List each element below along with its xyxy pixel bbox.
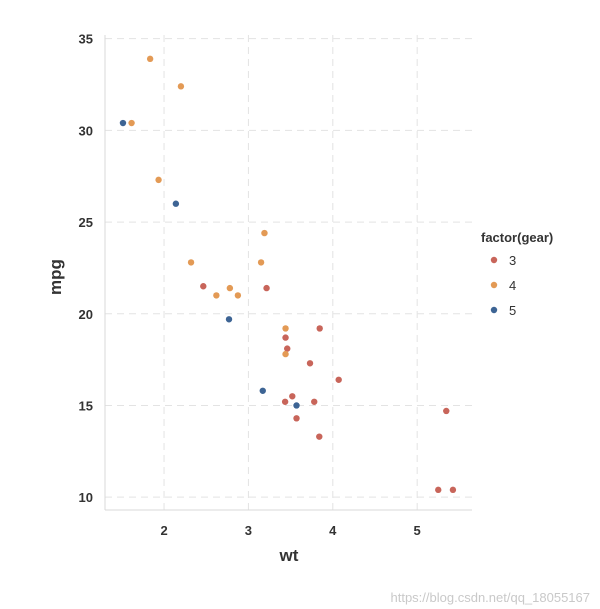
legend-label-gear-3: 3 bbox=[509, 253, 516, 268]
data-point-gear-4 bbox=[261, 229, 268, 237]
data-point-gear-4 bbox=[128, 119, 135, 127]
data-point-gear-5 bbox=[172, 200, 180, 207]
data-point-gear-3 bbox=[435, 486, 442, 494]
data-point-gear-4 bbox=[282, 350, 289, 358]
watermark: https://blog.csdn.net/qq_18055167 bbox=[390, 590, 591, 605]
data-point-gear-5 bbox=[259, 387, 266, 394]
data-point-gear-3 bbox=[289, 393, 296, 400]
x-tick-label: 2 bbox=[160, 523, 167, 538]
data-point-gear-5 bbox=[293, 402, 300, 409]
x-axis-title: wt bbox=[279, 546, 299, 565]
data-point-gear-4 bbox=[226, 284, 234, 292]
data-point-gear-4 bbox=[213, 292, 220, 299]
y-tick-label: 25 bbox=[79, 215, 93, 230]
legend-label-gear-5: 5 bbox=[509, 303, 516, 318]
data-point-gear-3 bbox=[311, 398, 318, 405]
legend-key-gear-3 bbox=[490, 256, 498, 264]
legend: factor(gear) 3 4 5 bbox=[481, 230, 553, 318]
data-point-gear-3 bbox=[316, 325, 323, 332]
data-point-gear-3 bbox=[282, 334, 289, 341]
legend-title: factor(gear) bbox=[481, 230, 553, 245]
data-point-gear-4 bbox=[234, 292, 242, 299]
y-tick-label: 30 bbox=[79, 123, 93, 138]
data-point-gear-3 bbox=[443, 407, 450, 415]
data-point-gear-4 bbox=[282, 325, 289, 332]
x-tick-label: 3 bbox=[245, 523, 252, 538]
y-tick-label: 15 bbox=[79, 398, 93, 413]
data-point-gear-3 bbox=[306, 360, 314, 367]
y-tick-label: 10 bbox=[79, 490, 93, 505]
data-point-gear-4 bbox=[155, 176, 162, 184]
legend-label-gear-4: 4 bbox=[509, 278, 516, 293]
data-point-gear-4 bbox=[187, 259, 195, 266]
data-point-gear-5 bbox=[225, 316, 233, 323]
grid-lines bbox=[105, 35, 472, 510]
data-points bbox=[119, 55, 457, 494]
data-point-gear-3 bbox=[284, 345, 291, 352]
y-tick-label: 35 bbox=[79, 32, 93, 47]
data-point-gear-4 bbox=[257, 259, 265, 266]
tick-labels: 2 3 4 5 10 15 20 25 30 35 bbox=[79, 32, 421, 538]
legend-items: 3 4 5 bbox=[490, 253, 516, 318]
y-tick-label: 20 bbox=[79, 307, 93, 322]
x-tick-label: 4 bbox=[329, 523, 337, 538]
data-point-gear-3 bbox=[200, 283, 207, 290]
data-point-gear-3 bbox=[449, 486, 457, 494]
data-point-gear-4 bbox=[146, 55, 154, 63]
data-point-gear-3 bbox=[281, 398, 289, 405]
data-point-gear-3 bbox=[316, 433, 323, 440]
y-axis-title: mpg bbox=[46, 259, 65, 295]
data-point-gear-3 bbox=[293, 415, 300, 422]
legend-key-gear-4 bbox=[490, 281, 498, 289]
data-point-gear-5 bbox=[119, 119, 127, 127]
data-point-gear-4 bbox=[177, 83, 185, 90]
x-tick-label: 5 bbox=[414, 523, 421, 538]
legend-key-gear-5 bbox=[490, 306, 498, 314]
data-point-gear-3 bbox=[263, 284, 270, 292]
data-point-gear-3 bbox=[335, 376, 342, 383]
